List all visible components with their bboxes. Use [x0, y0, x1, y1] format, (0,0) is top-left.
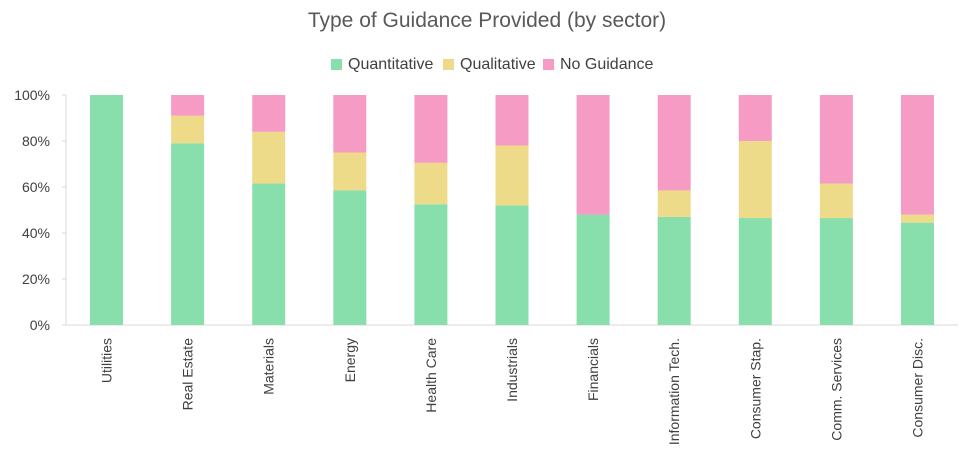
bar-segment-no-guidance — [333, 95, 367, 153]
x-category-label: Health Care — [423, 338, 439, 413]
legend-label-qualitative: Qualitative — [460, 56, 536, 73]
bar-segment-qualitative — [495, 145, 529, 206]
bar-segment-no-guidance — [171, 95, 205, 116]
bar-segment-qualitative — [738, 141, 772, 219]
y-tick-label: 80% — [22, 133, 50, 149]
bar-segment-qualitative — [414, 162, 448, 205]
x-category-label: Materials — [261, 338, 277, 395]
legend-swatch-no-guidance — [543, 59, 554, 70]
x-category-label: Real Estate — [180, 338, 196, 411]
bar-segment-quantitative — [333, 190, 367, 325]
bars — [90, 95, 934, 325]
x-category-label: Industrials — [504, 338, 520, 402]
legend-label-no-guidance: No Guidance — [560, 56, 653, 73]
bar-segment-no-guidance — [900, 95, 934, 215]
bar-segment-qualitative — [252, 131, 286, 184]
y-tick-label: 40% — [22, 225, 50, 241]
legend-label-quantitative: Quantitative — [348, 56, 433, 73]
legend-swatch-qualitative — [443, 59, 454, 70]
bar-segment-no-guidance — [819, 95, 853, 184]
bar-segment-no-guidance — [495, 95, 529, 146]
y-tick-label: 60% — [22, 179, 50, 195]
y-tick-label: 20% — [22, 271, 50, 287]
bar-segment-quantitative — [900, 222, 934, 325]
bar-segment-qualitative — [171, 115, 205, 144]
bar-segment-quantitative — [90, 95, 124, 325]
bar-segment-quantitative — [252, 183, 286, 325]
bar-segment-no-guidance — [252, 95, 286, 132]
bar-segment-quantitative — [171, 143, 205, 325]
y-tick-label: 100% — [14, 87, 50, 103]
bar-segment-qualitative — [819, 183, 853, 219]
chart-title: Type of Guidance Provided (by sector) — [308, 9, 666, 32]
bar-segment-no-guidance — [657, 95, 691, 191]
bar-segment-qualitative — [900, 214, 934, 223]
x-category-label: Information Tech. — [666, 338, 682, 445]
bar-segment-quantitative — [657, 216, 691, 325]
x-category-label: Utilities — [99, 338, 115, 383]
bar-segment-quantitative — [819, 218, 853, 325]
bar-segment-qualitative — [333, 152, 367, 191]
bar-segment-quantitative — [738, 218, 772, 325]
y-axis: 0% 20% 40% 60% 80% 100% — [14, 87, 958, 333]
x-category-label: Comm. Services — [828, 338, 844, 441]
x-category-label: Energy — [342, 338, 358, 382]
bar-segment-no-guidance — [576, 95, 610, 215]
bar-segment-no-guidance — [738, 95, 772, 141]
y-tick-label: 0% — [30, 317, 50, 333]
x-category-label: Consumer Stap. — [747, 338, 763, 439]
bar-segment-quantitative — [495, 205, 529, 325]
x-category-label: Financials — [585, 338, 601, 401]
x-category-label: Consumer Disc. — [909, 338, 925, 438]
legend-swatch-quantitative — [331, 59, 342, 70]
legend: Quantitative Qualitative No Guidance — [331, 56, 653, 73]
bar-segment-quantitative — [576, 214, 610, 325]
x-axis-labels: Utilities Real Estate Materials Energy Healt… — [99, 338, 926, 445]
bar-segment-quantitative — [414, 204, 448, 325]
bar-segment-no-guidance — [414, 95, 448, 163]
bar-segment-qualitative — [657, 190, 691, 217]
